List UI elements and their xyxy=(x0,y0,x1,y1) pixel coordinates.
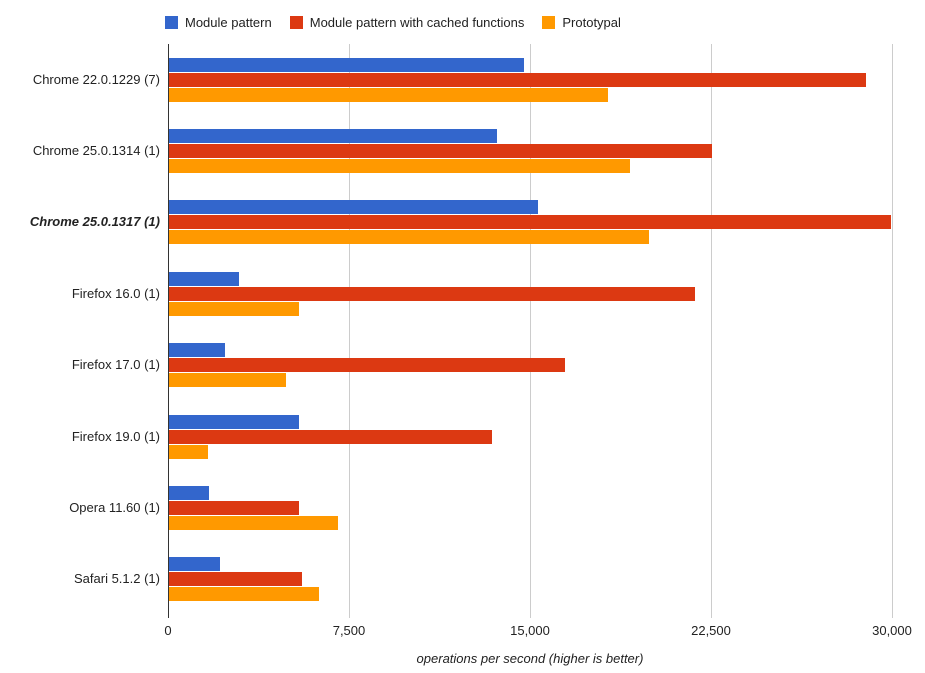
legend-item-module-pattern: Module pattern xyxy=(165,15,272,30)
bar-module-pattern-with-cached-functions[interactable] xyxy=(169,572,302,587)
bar-module-pattern-with-cached-functions[interactable] xyxy=(169,358,565,373)
gridline xyxy=(710,44,712,618)
gridline xyxy=(529,44,531,618)
chart-legend: Module pattern Module pattern with cached… xyxy=(165,15,621,30)
bar-module-pattern[interactable] xyxy=(169,485,209,500)
category-label-chrome-25-0-1314-1: Chrome 25.0.1314 (1) xyxy=(32,143,160,159)
bar-module-pattern[interactable] xyxy=(169,557,220,572)
x-tick-label: 22,500 xyxy=(691,623,731,638)
x-tick-label: 15,000 xyxy=(510,623,550,638)
bar-module-pattern-with-cached-functions[interactable] xyxy=(169,500,299,515)
bar-module-pattern[interactable] xyxy=(169,129,497,144)
legend-swatch-icon xyxy=(289,16,303,29)
bar-module-pattern-with-cached-functions[interactable] xyxy=(169,215,891,230)
bar-module-pattern-with-cached-functions[interactable] xyxy=(169,429,492,444)
category-label-chrome-22-0-1229-7: Chrome 22.0.1229 (7) xyxy=(32,71,160,87)
bar-prototypal[interactable] xyxy=(169,444,208,459)
legend-label: Module pattern xyxy=(185,15,272,30)
bar-module-pattern-with-cached-functions[interactable] xyxy=(169,144,712,159)
legend-swatch-icon xyxy=(165,16,178,29)
category-label-firefox-16-0-1: Firefox 16.0 (1) xyxy=(71,285,160,301)
bar-prototypal[interactable] xyxy=(169,301,299,316)
bar-prototypal[interactable] xyxy=(169,230,649,245)
category-label-firefox-17-0-1: Firefox 17.0 (1) xyxy=(71,357,160,373)
bar-prototypal[interactable] xyxy=(169,87,608,102)
y-axis-line xyxy=(167,44,169,618)
legend-item-prototypal: Prototypal xyxy=(542,15,621,30)
bar-module-pattern[interactable] xyxy=(169,200,538,215)
bar-module-pattern-with-cached-functions[interactable] xyxy=(169,286,695,301)
category-label-safari-5-1-2-1: Safari 5.1.2 (1) xyxy=(74,571,160,587)
plot-area: 0 7,500 15,000 22,500 30,000 Chrome 22.0.1229… xyxy=(30,44,912,638)
bar-module-pattern[interactable] xyxy=(169,57,524,72)
bar-module-pattern[interactable] xyxy=(169,414,299,429)
bar-prototypal[interactable] xyxy=(169,373,286,388)
gridline xyxy=(348,44,350,618)
legend-label: Prototypal xyxy=(562,15,621,30)
category-label-firefox-19-0-1: Firefox 19.0 (1) xyxy=(71,428,160,444)
bar-module-pattern-with-cached-functions[interactable] xyxy=(169,72,866,87)
x-tick-label: 7,500 xyxy=(332,623,366,638)
category-label-opera-11-60-1: Opera 11.60 (1) xyxy=(69,499,160,515)
bar-module-pattern[interactable] xyxy=(169,343,225,358)
bar-prototypal[interactable] xyxy=(169,515,338,530)
x-tick-label: 0 xyxy=(164,623,172,638)
x-tick-label: 30,000 xyxy=(872,623,912,638)
legend-label: Module pattern with cached functions xyxy=(309,15,525,30)
x-axis-title: operations per second (higher is better) xyxy=(416,651,644,666)
bar-prototypal[interactable] xyxy=(169,159,630,174)
gridline xyxy=(891,44,893,618)
legend-item-module-pattern-with-cached-functions: Module pattern with cached functions xyxy=(289,15,525,30)
legend-swatch-icon xyxy=(542,16,556,29)
category-label-chrome-25-0-1317-1: Chrome 25.0.1317 (1) xyxy=(29,214,160,230)
bar-prototypal[interactable] xyxy=(169,587,319,602)
bar-module-pattern[interactable] xyxy=(169,271,239,286)
